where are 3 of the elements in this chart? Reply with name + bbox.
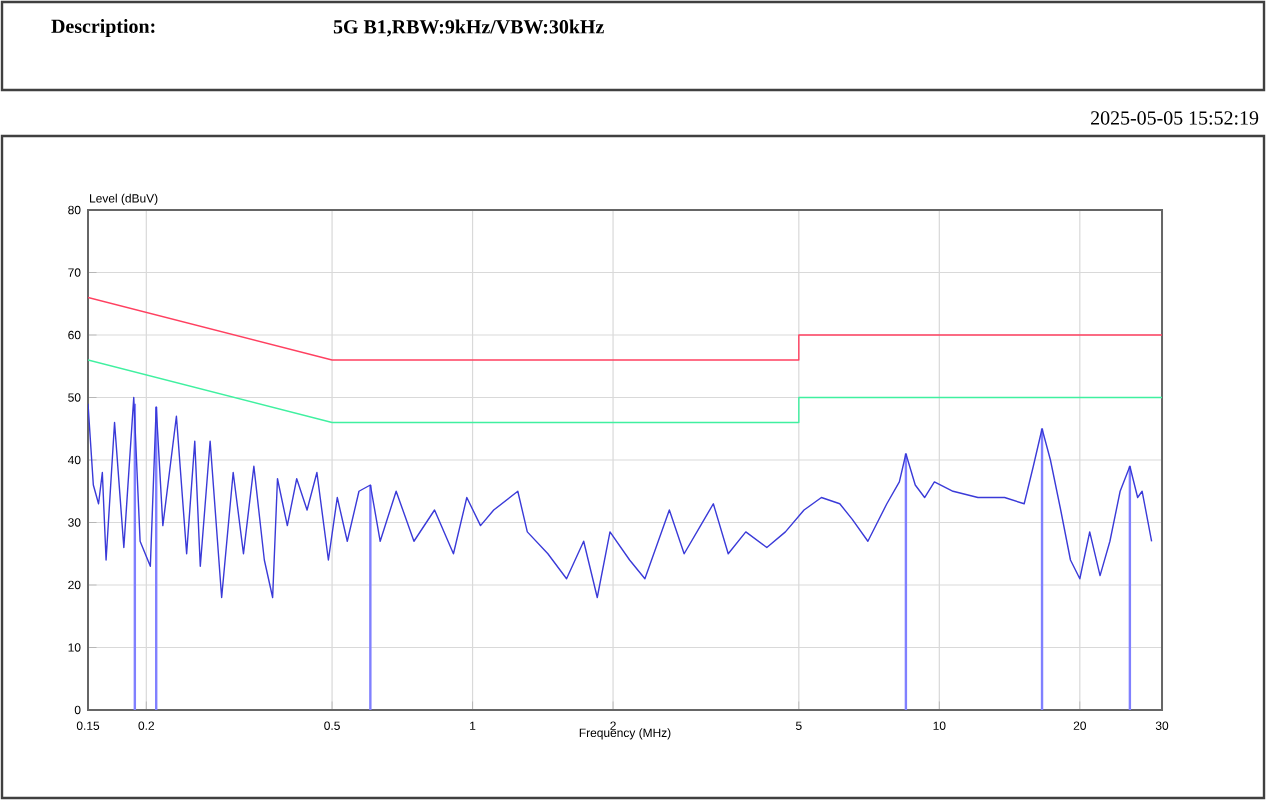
chart-subtitle: 5G B1,RBW:9kHz/VBW:30kHz — [333, 19, 604, 37]
text: 2025-05-05 15:52:19 — [1091, 111, 1259, 125]
chart-title: Description: — [51, 18, 155, 38]
